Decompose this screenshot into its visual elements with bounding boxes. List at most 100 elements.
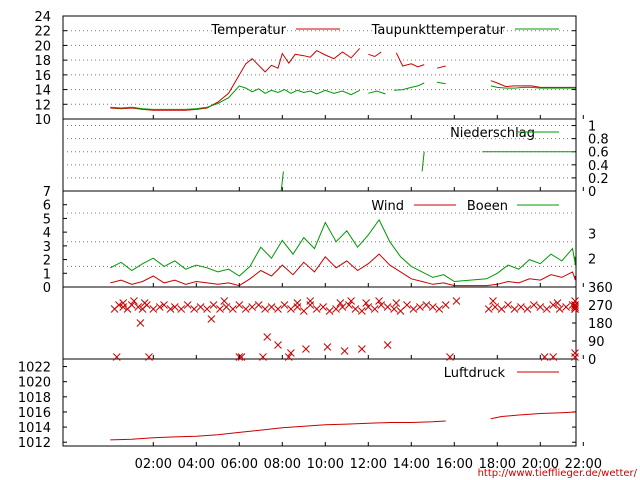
direction-point [396,307,405,315]
direction-point [536,303,545,311]
temperature-tick-label: 20 [34,39,51,54]
direction-point [237,353,246,361]
direction-point [364,303,373,311]
direction-point [127,301,136,309]
direction-point [489,297,497,305]
direction-point [362,299,371,307]
direction-point [497,305,506,313]
direction-point [383,303,392,311]
legend-gusts-label: Boeen [467,199,508,214]
temperature-tick-label: 12 [34,98,51,113]
direction-point [190,305,199,313]
wind-tick-label: 4 [43,226,51,241]
wind-tick-label: 7 [43,185,51,200]
direction-tick-label: 0 [588,353,596,368]
direction-point [390,305,398,313]
wind-tick-label: 5 [43,212,51,227]
direction-point [149,305,158,313]
direction-point [441,301,450,309]
direction-point [254,301,263,309]
pressure-tick-label: 1016 [18,406,51,421]
direction-point [452,297,461,305]
pressure-tick-label: 1022 [18,361,51,376]
direction-point [484,305,493,313]
direction-point [555,305,564,313]
direction-point [235,301,244,309]
temperature-tick-label: 24 [34,10,51,25]
direction-point [259,353,267,361]
direction-point [571,349,579,357]
direction-point [241,305,250,313]
direction-point [377,301,386,309]
direction-point [409,305,418,313]
direction-point [220,297,229,305]
precipitation-tick-label: 0.6 [588,146,609,161]
direction-point [302,345,310,353]
direction-point [293,303,302,311]
temperature-tick-label: 16 [34,69,51,84]
direction-point [319,303,328,311]
direction-point [112,353,121,361]
source-url: http://www.tiefflieger.de/wetter/ [478,468,638,479]
wind-tick-label: 3 [43,240,51,255]
dewpoint-series-line [110,81,576,110]
direction-point [345,301,353,309]
direction-point [510,305,519,313]
direction-point [203,305,211,313]
x-tick-label: 04:00 [178,457,215,472]
direction-tick-label: 180 [588,317,613,332]
direction-point [183,301,192,309]
direction-point [299,307,308,315]
direction-point [170,303,179,311]
direction-point [340,347,349,355]
direction-point [166,305,175,313]
direction-point [134,303,143,311]
direction-point [562,303,570,311]
pressure-series-line [110,411,576,441]
temperature-tick-label: 22 [34,25,51,40]
wind-tick-label: 1 [43,267,51,282]
direction-point [323,343,332,351]
direction-point [416,303,424,311]
direction-point [287,349,295,357]
direction-point [222,303,231,311]
x-tick-label: 06:00 [221,457,258,472]
direction-point [248,303,257,311]
direction-point [403,301,411,309]
direction-point [325,307,334,315]
direction-point [351,305,360,313]
pressure-tick-label: 1018 [18,391,51,406]
direction-point [446,353,454,361]
pressure-tick-label: 1012 [18,436,51,451]
direction-point [209,301,218,309]
direction-point [207,315,216,323]
direction-point [160,301,168,309]
x-tick-label: 22:00 [565,457,602,472]
x-tick-label: 18:00 [479,457,516,472]
direction-point [119,299,128,307]
direction-point [375,297,383,305]
precipitation-tick-label: 0 [588,185,596,200]
direction-point [332,305,340,313]
direction-point [383,341,392,349]
pressure-frame [62,358,577,447]
direction-tick-label: 360 [588,281,613,296]
x-tick-label: 08:00 [264,457,301,472]
x-tick-label: 20:00 [522,457,559,472]
direction-point [542,305,551,313]
direction-point [491,303,500,311]
direction-point [306,301,315,309]
direction-point [261,305,269,313]
pressure-tick-label: 1020 [18,376,51,391]
direction-point [523,305,532,313]
wind-right-tick-label: 2 [588,252,596,267]
direction-point [155,303,164,311]
direction-point [130,297,138,305]
direction-point [280,301,289,309]
legend-precipitation-label: Niederschlag [450,126,535,141]
direction-point [357,307,366,315]
direction-point [370,305,379,313]
direction-point [504,301,512,309]
direction-point [216,305,224,313]
